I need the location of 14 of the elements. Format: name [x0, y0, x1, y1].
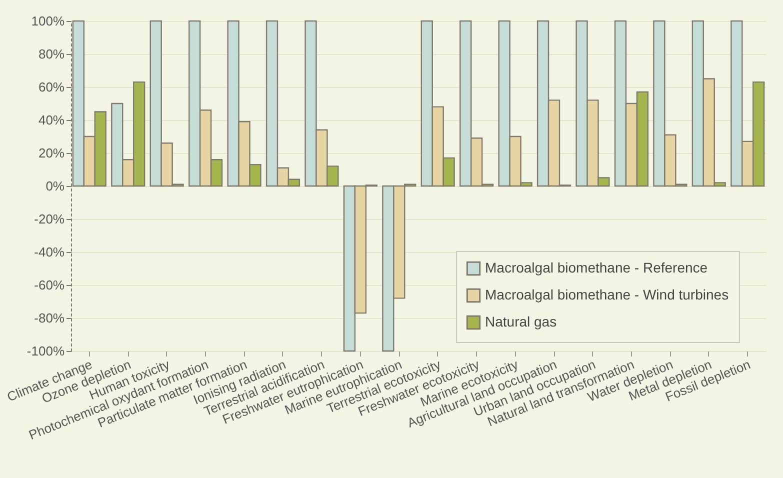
y-tick-label: 40% [38, 112, 65, 128]
y-tick-label: 0% [46, 178, 65, 194]
y-tick-label: -20% [34, 212, 65, 226]
y-tick-label: -100% [26, 344, 65, 358]
legend-label: Macroalgal biomethane - Reference [485, 260, 708, 276]
y-tick-label: 100% [31, 14, 65, 28]
y-tick-label: -80% [34, 310, 65, 326]
y-tick-label: 20% [38, 146, 65, 160]
y-tick-label: -40% [34, 244, 65, 260]
legend-label: Macroalgal biomethane - Wind turbines [485, 286, 729, 302]
y-tick-label: 60% [38, 80, 65, 94]
legend-label: Natural gas [485, 314, 557, 330]
y-tick-label: -60% [34, 278, 65, 292]
y-tick-label: 80% [38, 46, 65, 62]
